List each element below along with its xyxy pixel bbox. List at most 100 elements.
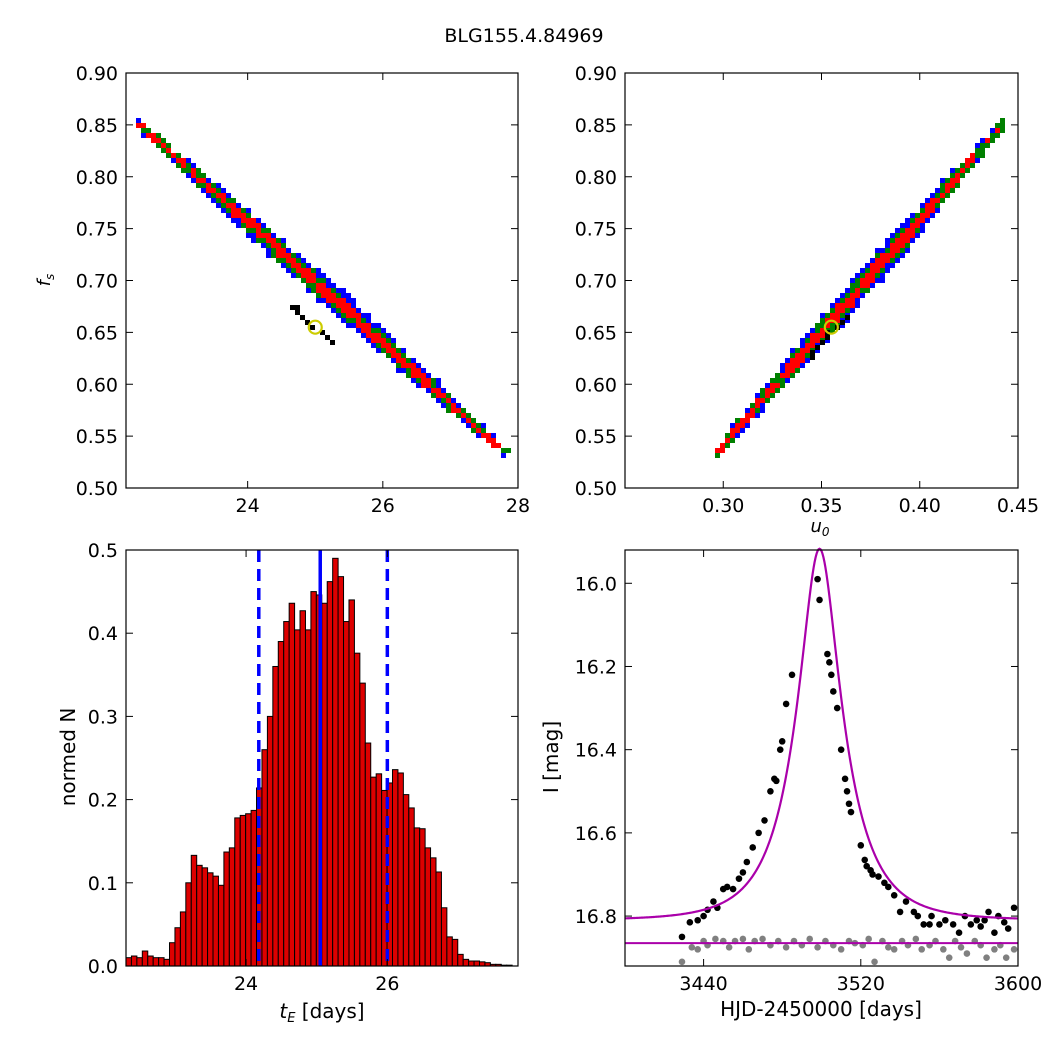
contour-cell-mid bbox=[471, 418, 476, 423]
contour-cell-outer bbox=[281, 263, 286, 268]
contour-cell-outer bbox=[436, 398, 441, 403]
histogram-bar bbox=[468, 960, 475, 967]
contour-cell-mid bbox=[890, 258, 895, 263]
xlabel-te-unit: [days] bbox=[295, 999, 364, 1023]
histogram-bar bbox=[174, 927, 181, 967]
contour-cell-mid bbox=[406, 373, 411, 378]
contour-cell-inner bbox=[441, 393, 446, 398]
contour-cell-outer bbox=[281, 238, 286, 243]
contour-cell-inner bbox=[960, 168, 965, 173]
data-point bbox=[782, 700, 790, 708]
data-point bbox=[861, 856, 869, 864]
contour-cell-outer bbox=[411, 378, 416, 383]
contour-cell-mid bbox=[416, 378, 421, 383]
contour-cell-inner bbox=[276, 248, 281, 253]
contour-cell-mid bbox=[381, 348, 386, 353]
contour-cell-inner bbox=[236, 208, 241, 213]
histogram-bar bbox=[446, 936, 453, 967]
contour-cell-inner bbox=[890, 243, 895, 248]
best-fit-pixel bbox=[295, 310, 300, 315]
y-tick-label: 0.0 bbox=[88, 956, 118, 978]
contour-cell-mid bbox=[775, 388, 780, 393]
y-tick-label: 0.85 bbox=[575, 115, 617, 137]
contour-cell-inner bbox=[321, 288, 326, 293]
contour-cell-outer bbox=[740, 428, 745, 433]
contour-cell-inner bbox=[446, 398, 451, 403]
contour-cell-mid bbox=[840, 298, 845, 303]
residual-point bbox=[694, 946, 702, 953]
histogram-bar bbox=[158, 957, 165, 967]
contour-cell-inner bbox=[715, 448, 720, 453]
data-point bbox=[885, 883, 892, 891]
contour-cell-inner bbox=[850, 303, 855, 308]
data-point bbox=[869, 871, 876, 878]
contour-fs-te bbox=[136, 118, 511, 458]
contour-cell-mid bbox=[750, 403, 755, 408]
contour-cell-inner bbox=[865, 283, 870, 288]
contour-cell-mid bbox=[336, 308, 341, 313]
contour-cell-mid bbox=[730, 438, 735, 443]
histogram-bar bbox=[179, 911, 187, 967]
contour-cell-inner bbox=[925, 208, 930, 213]
y-tick-label: 0.70 bbox=[575, 271, 617, 293]
contour-cell-inner bbox=[735, 423, 740, 428]
contour-cell-inner bbox=[456, 408, 461, 413]
contour-cell-inner bbox=[416, 373, 421, 378]
contour-cell-outer bbox=[201, 188, 206, 193]
contour-cell-inner bbox=[296, 263, 301, 268]
contour-cell-mid bbox=[456, 413, 461, 418]
y-tick-label: 0.85 bbox=[76, 115, 118, 137]
contour-cell-outer bbox=[426, 388, 431, 393]
data-point bbox=[1010, 904, 1018, 912]
contour-cell-mid bbox=[1000, 123, 1005, 128]
histogram-bar bbox=[397, 772, 404, 967]
x-tick-label: 24 bbox=[234, 973, 258, 995]
contour-cell-mid bbox=[276, 238, 281, 243]
contour-cell-mid bbox=[985, 143, 990, 148]
contour-cell-mid bbox=[830, 308, 835, 313]
contour-cell-outer bbox=[346, 298, 351, 303]
contour-cell-mid bbox=[895, 233, 900, 238]
data-point bbox=[694, 916, 702, 924]
data-point bbox=[837, 746, 845, 753]
contour-cell-outer bbox=[346, 323, 351, 328]
contour-cell-inner bbox=[321, 283, 326, 288]
best-fit-pixel bbox=[320, 330, 325, 335]
contour-cell-inner bbox=[346, 303, 351, 308]
data-point bbox=[841, 775, 849, 783]
contour-cell-mid bbox=[905, 243, 910, 248]
contour-cell-mid bbox=[316, 278, 321, 283]
axes-frame bbox=[125, 549, 519, 967]
best-fit-marker bbox=[307, 319, 323, 335]
histogram-bar bbox=[190, 854, 198, 967]
contour-cell-inner bbox=[825, 318, 830, 323]
residual-point bbox=[957, 943, 965, 951]
contour-cell-mid bbox=[840, 313, 845, 318]
contour-cell-inner bbox=[341, 308, 346, 313]
axes-frame bbox=[624, 549, 1019, 967]
contour-cell-outer bbox=[860, 293, 865, 298]
contour-cell-mid bbox=[261, 238, 266, 243]
contour-cell-outer bbox=[920, 228, 925, 233]
data-point bbox=[914, 912, 922, 920]
contour-cell-outer bbox=[840, 323, 845, 328]
histogram-bar bbox=[435, 871, 442, 967]
contour-cell-outer bbox=[905, 218, 910, 223]
contour-cell-outer bbox=[221, 208, 226, 213]
contour-cell-outer bbox=[730, 423, 735, 428]
contour-cell-inner bbox=[860, 283, 865, 288]
contour-cell-mid bbox=[501, 448, 506, 453]
x-tick-label: 26 bbox=[371, 495, 395, 517]
contour-cell-outer bbox=[356, 328, 361, 333]
histogram-bar bbox=[201, 867, 209, 967]
contour-cell-outer bbox=[221, 188, 226, 193]
contour-cell-outer bbox=[411, 358, 416, 363]
contour-cell-mid bbox=[865, 288, 870, 293]
contour-cell-outer bbox=[735, 433, 740, 438]
contour-cell-inner bbox=[875, 268, 880, 273]
contour-cell-inner bbox=[386, 348, 391, 353]
data-point bbox=[773, 777, 780, 785]
contour-cell-mid bbox=[301, 278, 306, 283]
contour-cell-inner bbox=[920, 218, 925, 223]
